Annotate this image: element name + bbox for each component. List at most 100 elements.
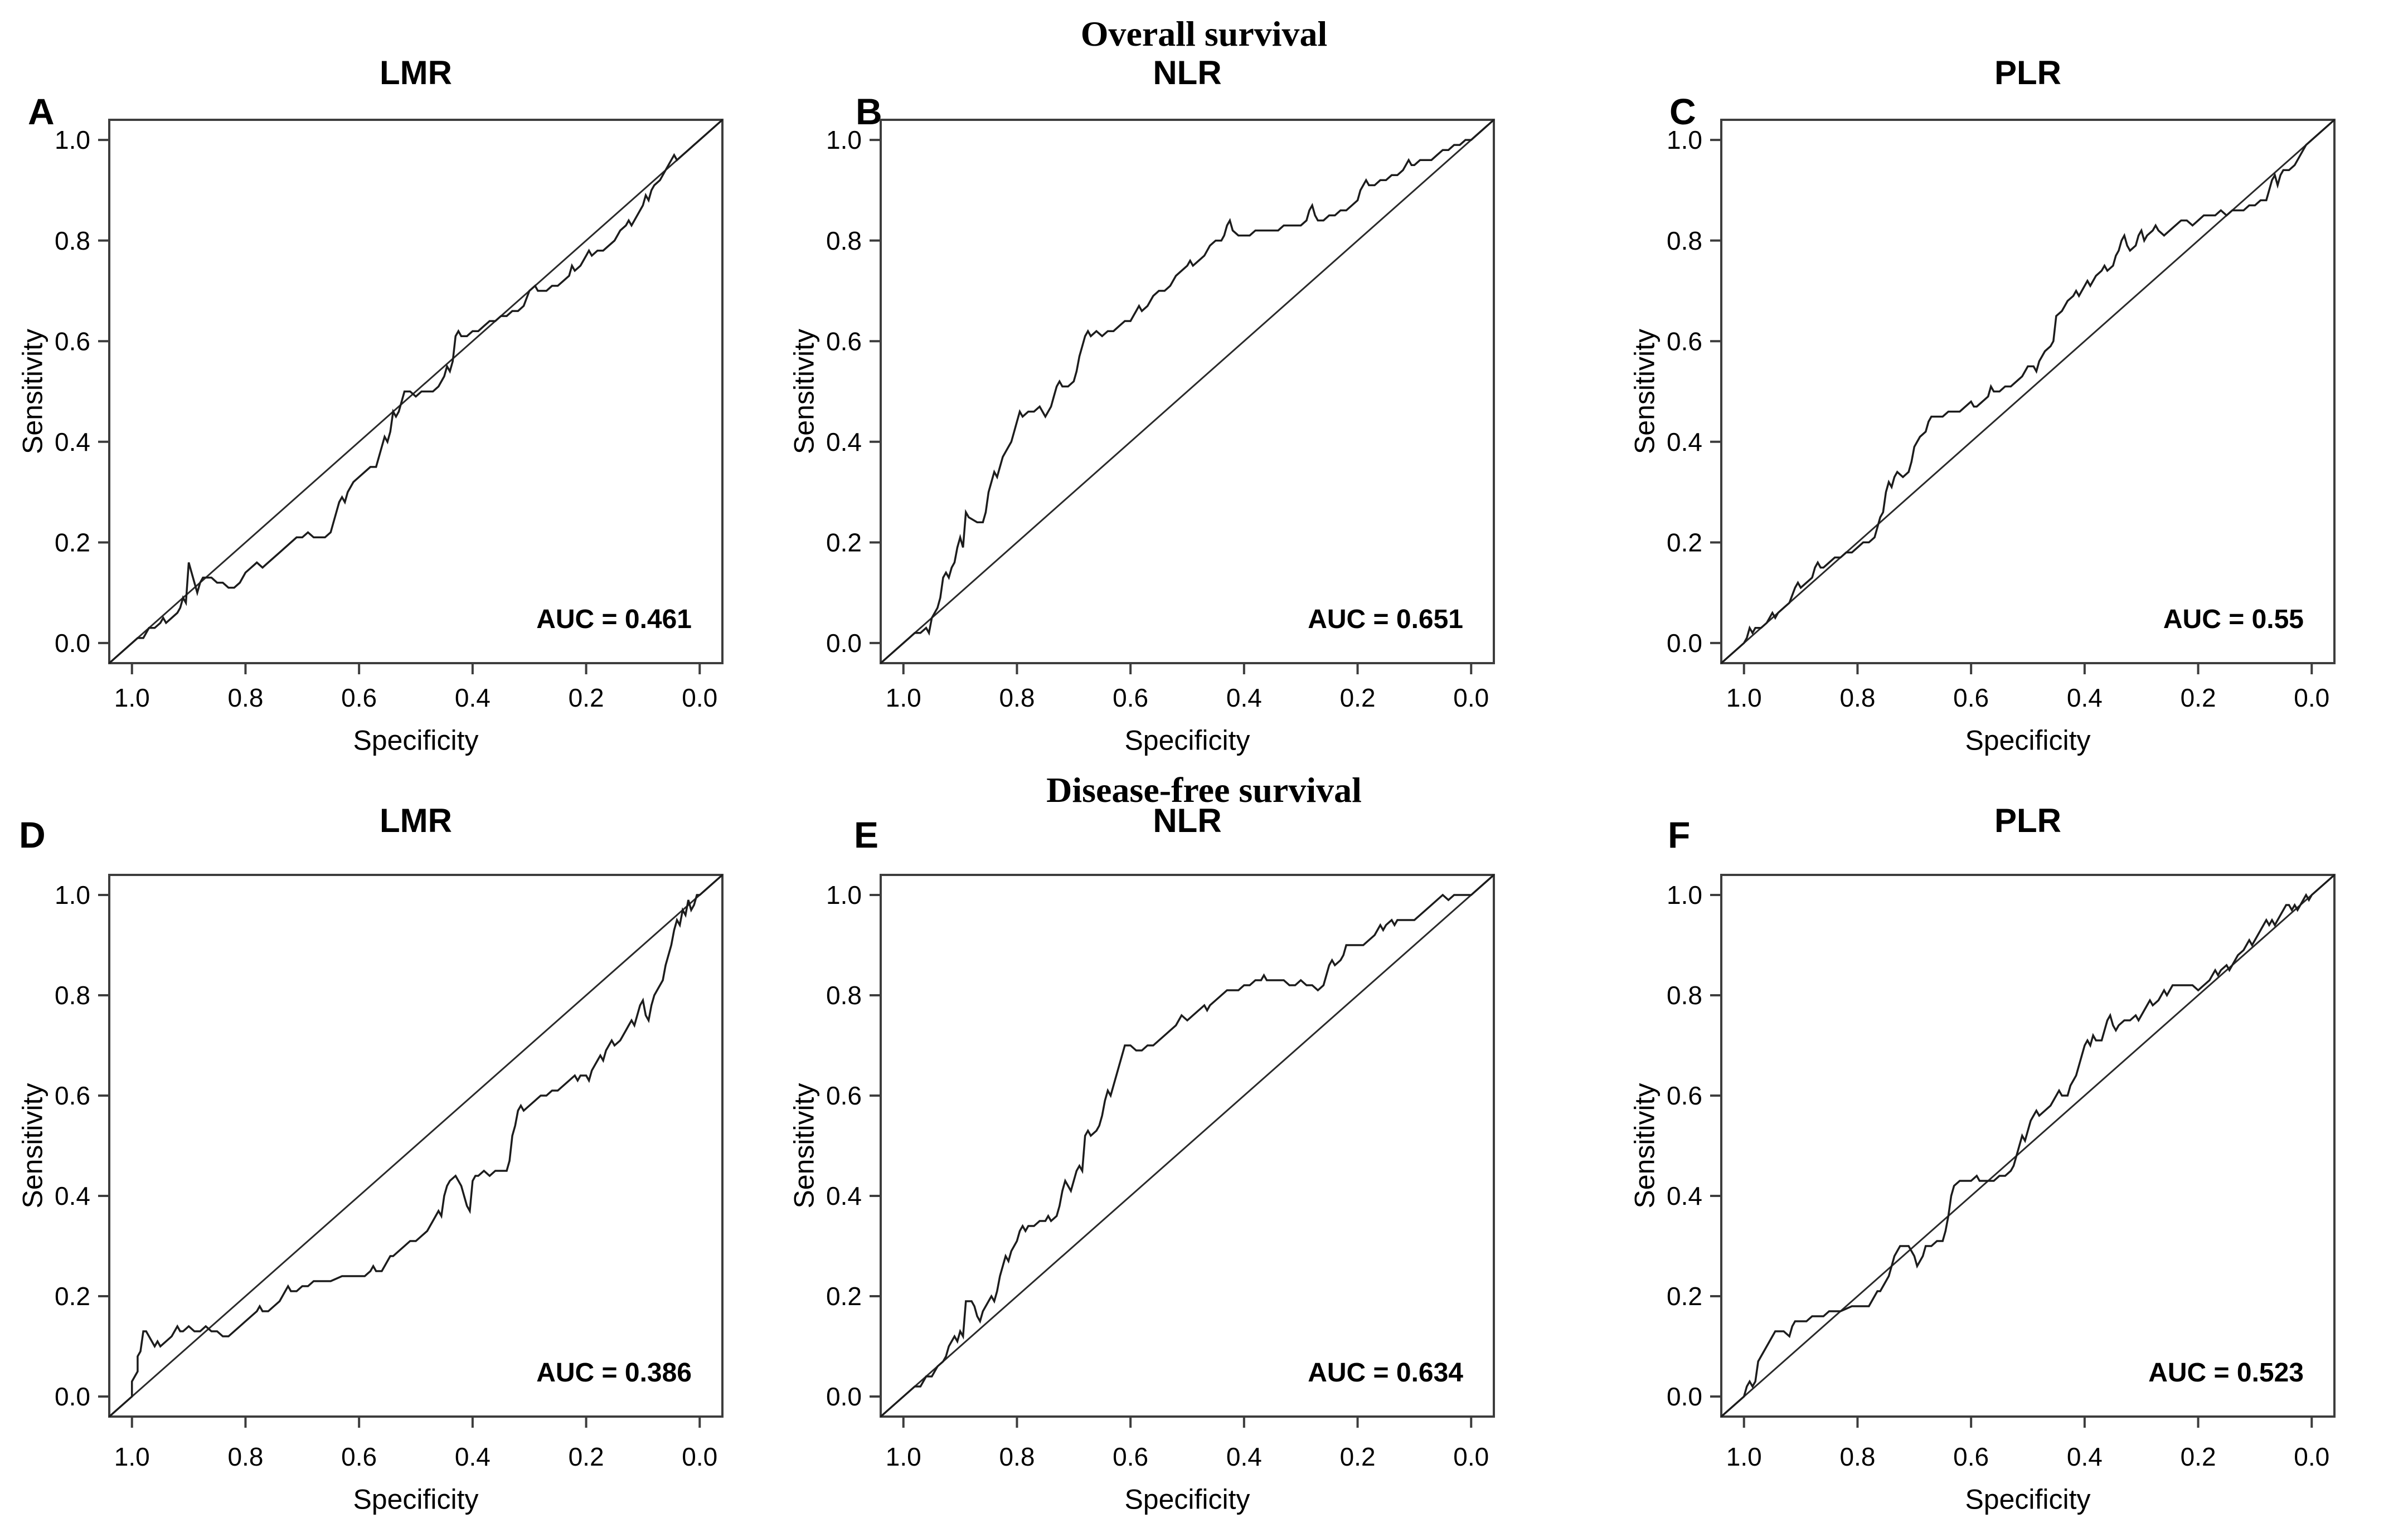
y-tick-label: 0.0 (826, 629, 862, 658)
y-tick-label: 0.8 (1667, 226, 1702, 255)
plot-frame (880, 874, 1495, 1418)
y-axis-label: Sensitivity (789, 1083, 820, 1208)
x-tick-label: 0.8 (227, 683, 263, 712)
panel-D: D LMR 1.0 0.8 0.6 0.4 0.2 0.0 0.0 0.2 0.4 0.6 0.8 1.0… (17, 802, 724, 1515)
x-axis-label: Specificity (1965, 725, 2090, 756)
panel-E: E NLR 1.0 0.8 0.6 0.4 0.2 0.0 0.0 0.2 0.4 0.6 0.8 1.0… (789, 802, 1495, 1515)
x-axis-label: Specificity (1124, 725, 1250, 756)
plot-frame (1720, 119, 2336, 664)
y-axis-label: Sensitivity (17, 329, 48, 454)
y-tick-label: 0.4 (1667, 427, 1702, 456)
panel-letter: D (19, 814, 46, 855)
row-title-disease-free-survival: Disease-free survival (1046, 770, 1362, 810)
y-tick-label: 0.8 (1667, 981, 1702, 1010)
x-tick-label: 0.6 (1953, 683, 1989, 712)
panel-title: NLR (1153, 54, 1221, 91)
x-tick-label: 0.0 (1453, 1442, 1489, 1471)
y-axis-label: Sensitivity (1629, 1083, 1661, 1208)
y-tick-label: 1.0 (55, 880, 90, 909)
x-tick-label: 0.0 (682, 683, 717, 712)
diagonal-reference-line (109, 874, 723, 1418)
y-tick-label: 1.0 (55, 125, 90, 154)
row-title-overall-survival: Overall survival (1080, 14, 1328, 53)
y-tick-label: 0.4 (826, 1181, 862, 1210)
panel-letter: F (1668, 814, 1690, 855)
y-tick-label: 1.0 (1667, 880, 1702, 909)
x-tick-label: 0.2 (2181, 683, 2216, 712)
y-tick-label: 0.6 (1667, 327, 1702, 356)
y-tick-label: 0.8 (826, 981, 862, 1010)
y-tick-label: 0.0 (55, 1382, 90, 1411)
y-tick-label: 0.2 (826, 528, 862, 557)
x-axis-label: Specificity (1124, 1484, 1250, 1515)
y-axis-label: Sensitivity (1629, 329, 1661, 454)
y-tick-label: 0.2 (826, 1282, 862, 1311)
x-tick-label: 0.0 (2294, 1442, 2329, 1471)
y-tick-label: 0.8 (55, 226, 90, 255)
y-tick-label: 0.8 (826, 226, 862, 255)
y-tick-label: 0.6 (826, 327, 862, 356)
x-tick-label: 0.2 (569, 683, 604, 712)
x-tick-label: 0.6 (341, 683, 377, 712)
x-tick-label: 0.4 (455, 683, 491, 712)
x-tick-label: 1.0 (886, 683, 921, 712)
plot-frame (1720, 874, 2336, 1418)
x-tick-label: 0.8 (999, 683, 1035, 712)
x-tick-label: 0.6 (341, 1442, 377, 1471)
panel-title: PLR (1994, 802, 2061, 839)
diagonal-reference-line (880, 119, 1494, 664)
x-tick-label: 0.2 (1340, 1442, 1376, 1471)
y-axis-label: Sensitivity (17, 1083, 48, 1208)
auc-label: AUC = 0.523 (2148, 1358, 2304, 1388)
y-tick-label: 0.4 (55, 1181, 90, 1210)
panel-title: LMR (380, 54, 452, 91)
x-tick-label: 1.0 (114, 1442, 150, 1471)
y-tick-label: 0.0 (55, 629, 90, 658)
x-tick-label: 0.8 (227, 1442, 263, 1471)
x-tick-label: 0.0 (2294, 683, 2329, 712)
y-tick-label: 0.2 (55, 528, 90, 557)
panel-letter: B (856, 91, 882, 132)
auc-label: AUC = 0.461 (536, 605, 692, 634)
y-tick-label: 0.6 (55, 327, 90, 356)
panel-title: PLR (1994, 54, 2061, 91)
x-tick-label: 1.0 (1726, 683, 1762, 712)
panel-F: F PLR 1.0 0.8 0.6 0.4 0.2 0.0 0.0 0.2 0.4 0.6 0.8 1.0… (1629, 802, 2336, 1515)
roc-curve-D (108, 874, 724, 1418)
y-tick-label: 1.0 (826, 125, 862, 154)
roc-curve-F (1720, 874, 2336, 1418)
x-tick-label: 0.8 (1839, 1442, 1875, 1471)
y-tick-label: 0.6 (55, 1081, 90, 1110)
y-tick-label: 0.4 (55, 427, 90, 456)
x-axis-label: Specificity (353, 725, 478, 756)
auc-label: AUC = 0.634 (1308, 1358, 1463, 1388)
panel-title: NLR (1153, 802, 1221, 839)
panel-C: C PLR 1.0 0.8 0.6 0.4 0.2 0.0 0.0 0.2 0.4 0.6 0.8 1.0… (1629, 54, 2336, 756)
x-axis-label: Specificity (1965, 1484, 2090, 1515)
x-tick-label: 0.0 (682, 1442, 717, 1471)
x-tick-label: 0.0 (1453, 683, 1489, 712)
y-tick-label: 0.4 (1667, 1181, 1702, 1210)
x-tick-label: 0.4 (455, 1442, 491, 1471)
y-tick-label: 0.0 (1667, 629, 1702, 658)
x-tick-label: 0.4 (2067, 683, 2103, 712)
diagonal-reference-line (1721, 119, 2335, 664)
roc-curve-E (880, 874, 1495, 1418)
y-tick-label: 1.0 (1667, 125, 1702, 154)
panel-B: B NLR 1.0 0.8 0.6 0.4 0.2 0.0 0.0 0.2 0.4 0.6 0.8 1.0… (789, 54, 1495, 756)
y-tick-label: 0.8 (55, 981, 90, 1010)
x-axis-label: Specificity (353, 1484, 478, 1515)
auc-label: AUC = 0.651 (1308, 605, 1463, 634)
y-tick-label: 0.2 (1667, 1282, 1702, 1311)
roc-curve-A (108, 119, 724, 664)
x-tick-label: 1.0 (1726, 1442, 1762, 1471)
panel-letter: E (854, 814, 878, 855)
panel-title: LMR (380, 802, 452, 839)
x-tick-label: 0.2 (569, 1442, 604, 1471)
panel-letter: C (1669, 91, 1696, 132)
x-tick-label: 0.4 (2067, 1442, 2103, 1471)
x-tick-label: 1.0 (886, 1442, 921, 1471)
roc-curve-C (1720, 119, 2336, 664)
panel-letter: A (28, 91, 55, 132)
